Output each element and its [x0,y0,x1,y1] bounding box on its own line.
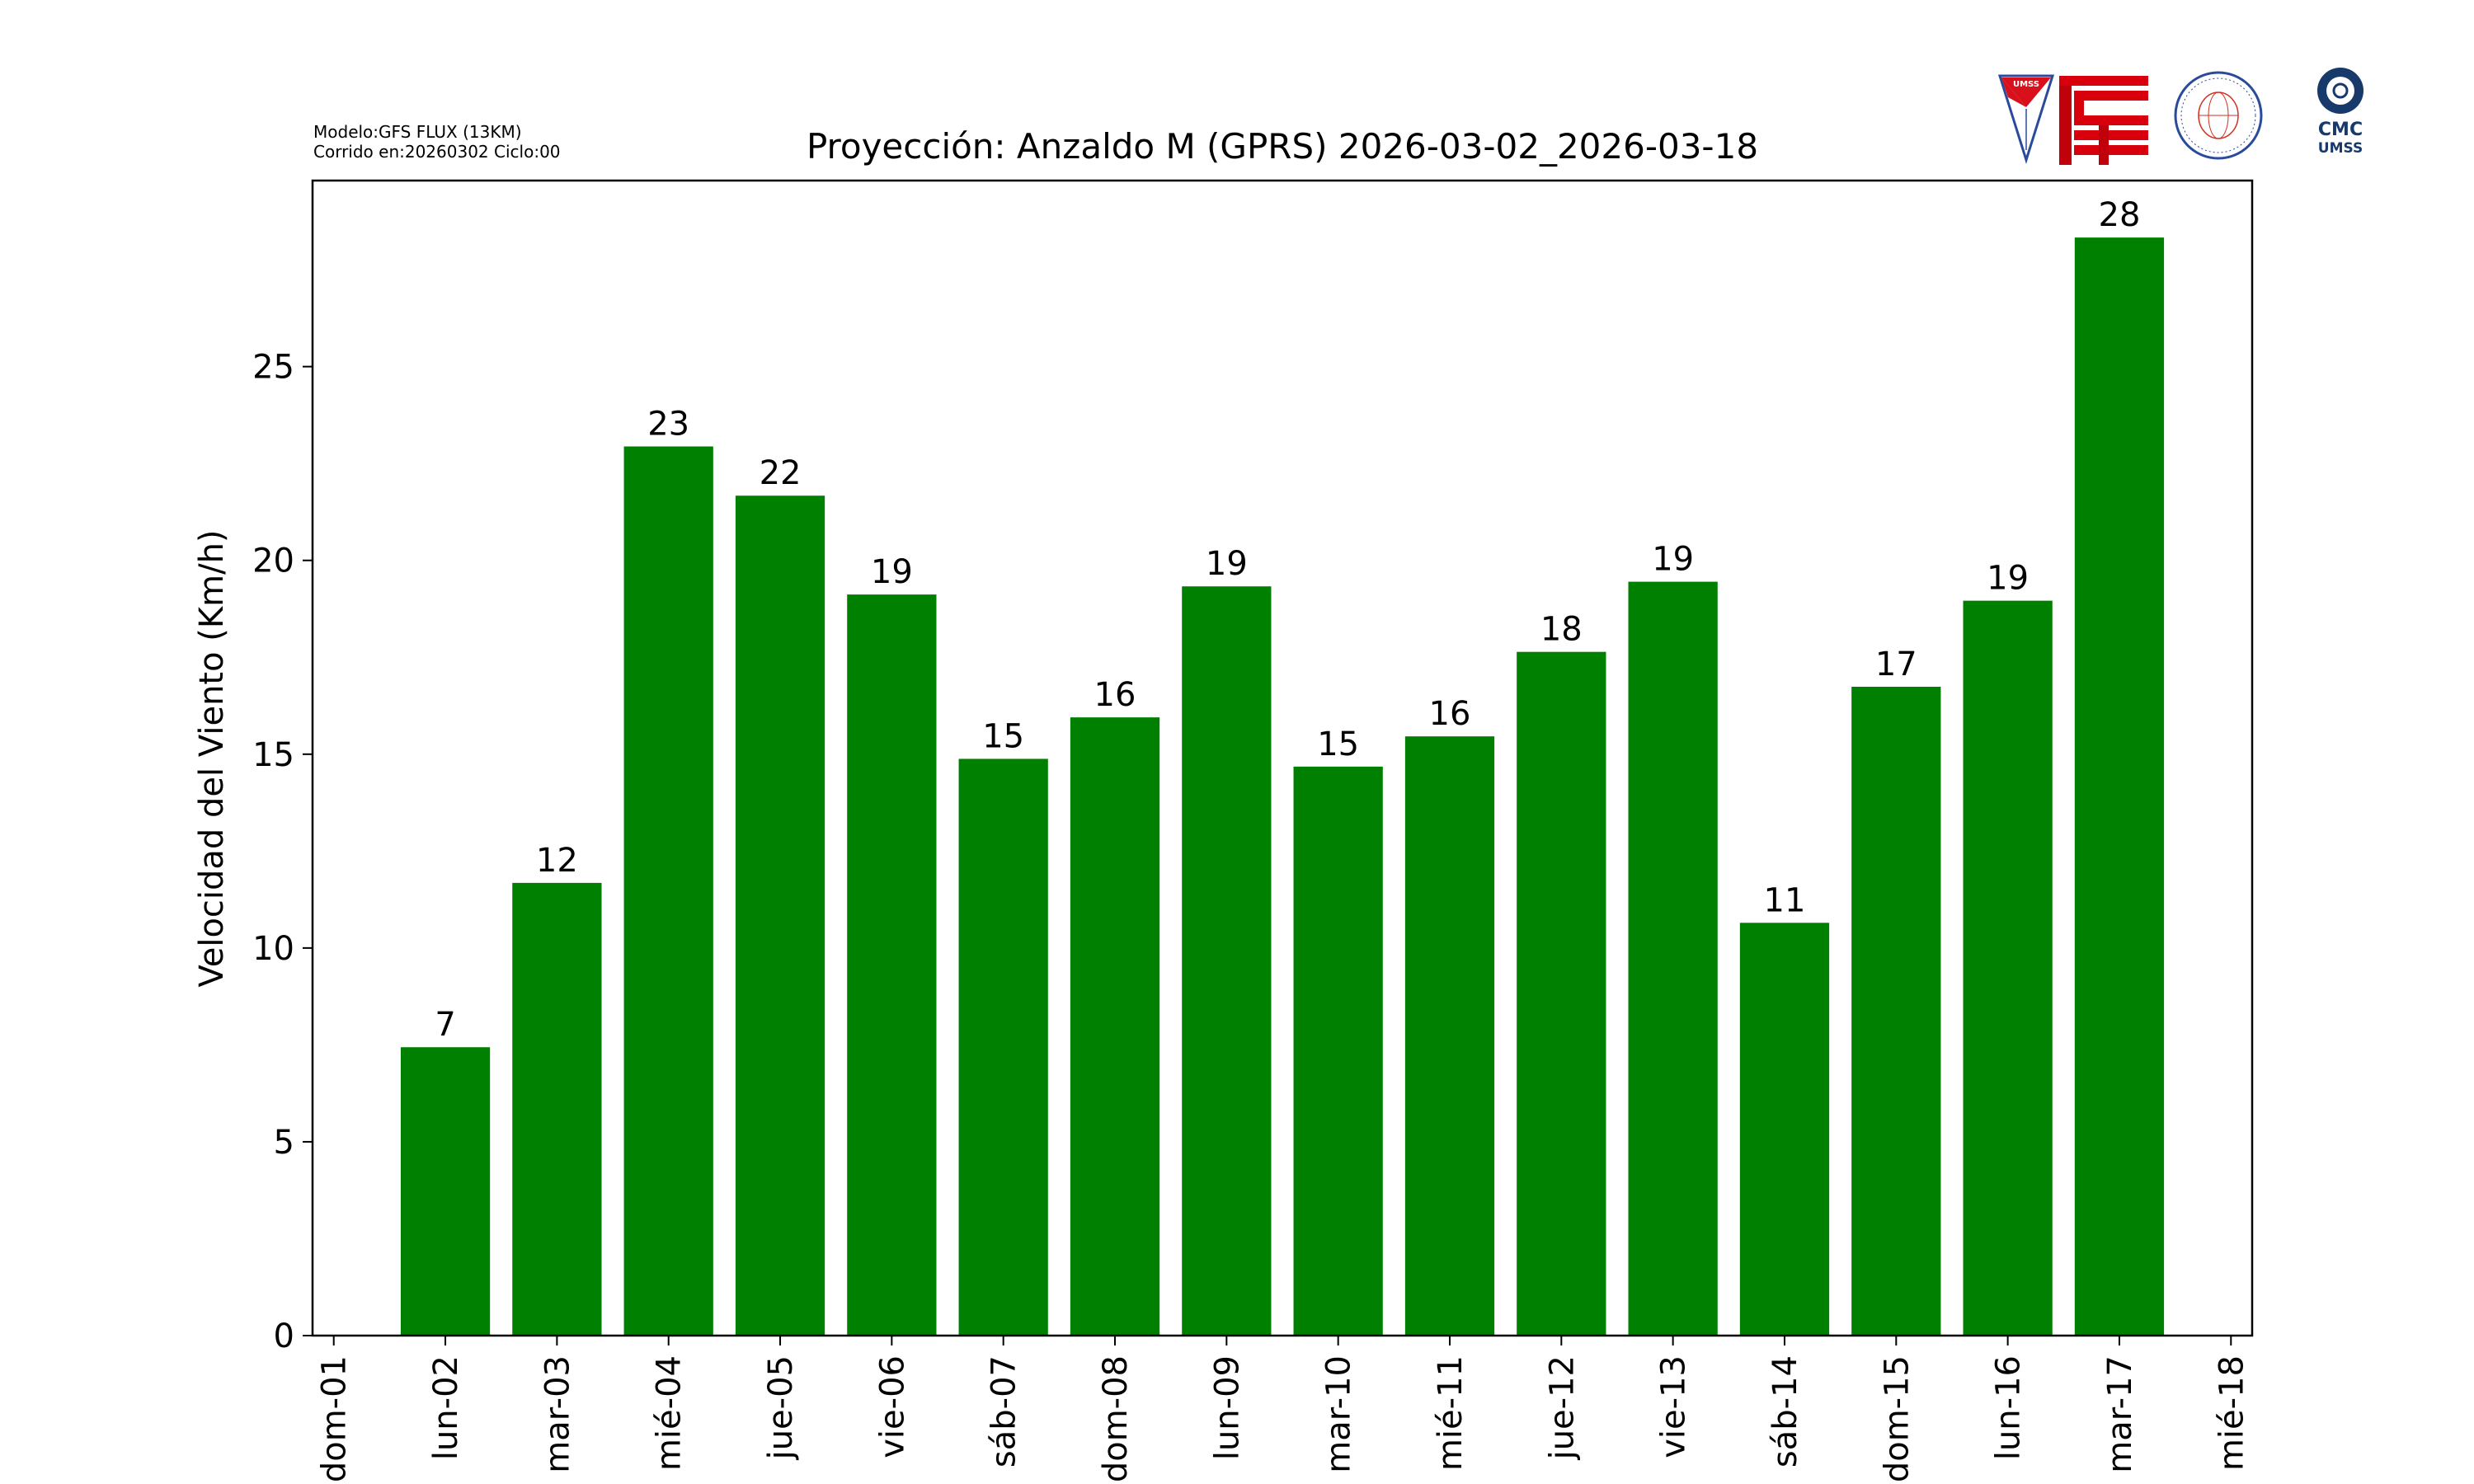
cmc-umss-logo: CMC UMSS [2317,68,2363,157]
data-label-vie-06: 19 [871,553,913,591]
bar-mié-11 [1404,736,1495,1336]
data-label-sáb-14: 11 [1764,881,1806,919]
x-tick-label: dom-15 [1878,1355,1916,1482]
y-tick-label: 0 [274,1317,294,1355]
x-tick-label: dom-01 [316,1355,354,1482]
x-tick-label: sáb-14 [1766,1355,1804,1468]
data-label-dom-08: 16 [1094,676,1136,714]
bar-lun-09 [1182,586,1272,1336]
y-tick-label: 15 [252,736,294,774]
bar-lun-02 [400,1047,491,1336]
plot-area-frame [311,179,2254,1337]
data-label-lun-02: 7 [435,1006,455,1044]
run-info: Corrido en:20260302 Ciclo:00 [313,142,561,162]
fcyt-logo [2059,76,2148,165]
chart-title: Proyección: Anzaldo M (GPRS) 2026-03-02_… [807,126,1758,167]
x-tick-label: lun-09 [1208,1355,1246,1460]
bar-mar-10 [1293,766,1383,1336]
bar-jue-05 [735,495,825,1336]
bar-dom-08 [1070,717,1160,1336]
x-tick-label: jue-12 [1543,1355,1581,1460]
bar-sáb-14 [1739,923,1830,1336]
y-axis-label: Velocidad del Viento (Km/h) [193,529,231,987]
data-label-mar-17: 28 [2099,196,2141,234]
data-label-lun-09: 19 [1206,545,1248,583]
model-info: Modelo:GFS FLUX (13KM) [313,122,522,142]
x-tick-label: mar-10 [1320,1355,1358,1473]
y-tick-label: 10 [252,930,294,968]
bar-dom-15 [1851,686,1941,1336]
data-label-jue-05: 22 [760,454,802,492]
x-tick-label: mar-03 [539,1355,576,1473]
y-tick-label: 20 [252,542,294,580]
svg-text:UMSS: UMSS [2318,140,2363,157]
x-tick-label: mié-18 [2213,1355,2251,1471]
bar-lun-16 [1963,600,2053,1336]
x-tick-label: lun-02 [427,1355,465,1460]
data-label-vie-13: 19 [1652,541,1694,579]
bar-sáb-07 [958,758,1048,1336]
x-tick-label: jue-05 [762,1355,800,1460]
bar-vie-06 [847,594,937,1336]
svg-text:CMC: CMC [2318,120,2363,140]
x-tick-label: mié-04 [651,1355,689,1471]
data-label-mié-04: 23 [647,406,689,444]
y-tick-label: 5 [274,1124,294,1162]
data-label-dom-15: 17 [1875,646,1917,683]
y-tick-label: 25 [252,349,294,387]
x-tick-label: sáb-07 [985,1355,1023,1468]
departamento-fisica-logo [2174,71,2263,160]
svg-text:UMSS: UMSS [2013,80,2039,89]
bar-vie-13 [1628,581,1718,1336]
bar-mar-17 [2074,237,2165,1336]
data-label-sáb-07: 15 [982,717,1024,755]
x-tick-label: dom-08 [1097,1355,1135,1482]
x-tick-label: vie-06 [873,1355,911,1458]
x-tick-label: vie-13 [1655,1355,1693,1458]
data-label-jue-12: 18 [1540,611,1583,649]
data-label-mar-10: 15 [1317,726,1359,763]
bar-mié-04 [623,446,713,1336]
data-label-mar-03: 12 [536,842,578,880]
data-label-mié-11: 16 [1429,695,1471,733]
x-tick-label: lun-16 [1990,1355,2028,1460]
bar-mar-03 [512,882,602,1336]
bar-jue-12 [1517,651,1606,1336]
data-label-lun-16: 19 [1987,560,2029,598]
x-tick-label: mar-17 [2101,1355,2139,1473]
umss-logo: UMSS [1997,74,2055,165]
x-tick-label: mié-11 [1432,1355,1470,1471]
